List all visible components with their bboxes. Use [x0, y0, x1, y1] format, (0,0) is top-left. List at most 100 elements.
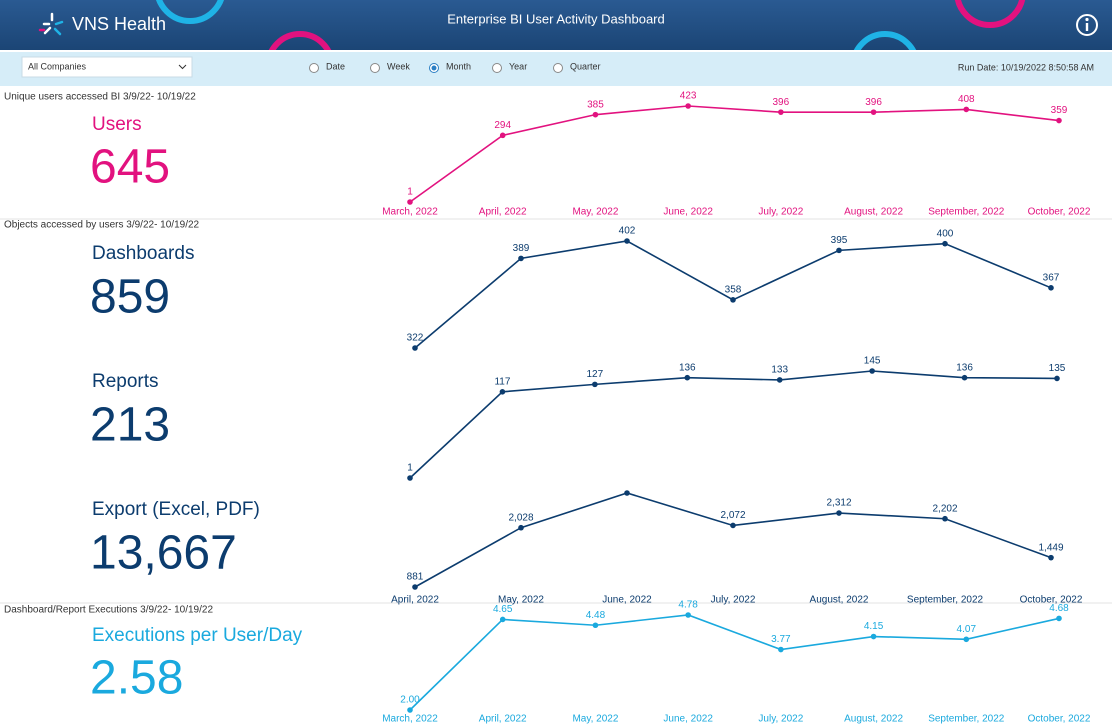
x-tick-label: September, 2022 — [928, 714, 1005, 725]
period-radio[interactable]: Date — [309, 61, 346, 73]
x-tick-label: August, 2022 — [844, 714, 903, 725]
info-button[interactable] — [1076, 14, 1098, 36]
radio-label: Month — [446, 61, 471, 71]
x-tick-label: June, 2022 — [663, 207, 713, 218]
period-radio[interactable]: Year — [492, 61, 528, 73]
point — [730, 297, 736, 303]
line — [409, 614, 1060, 711]
data-label: 133 — [771, 365, 788, 376]
data-label: 4.07 — [957, 624, 977, 635]
data-label: 2,072 — [720, 510, 745, 521]
period-radio[interactable]: Quarter — [553, 61, 601, 73]
x-tick-label: July, 2022 — [758, 714, 803, 725]
decor-ring — [268, 31, 332, 50]
data-label: 423 — [680, 91, 697, 102]
x-tick-label: August, 2022 — [844, 207, 903, 218]
point — [961, 374, 968, 381]
kpi-label: Users — [92, 114, 142, 135]
point — [407, 475, 413, 481]
point — [730, 522, 736, 529]
kpi-value: 645 — [90, 141, 170, 194]
x-tick-label: October, 2022 — [1028, 207, 1091, 218]
decor-ring — [954, 0, 1026, 28]
point — [1056, 615, 1062, 622]
data-label: 367 — [1043, 272, 1060, 283]
point — [942, 515, 948, 522]
point — [1048, 554, 1054, 561]
kpi-value: 213 — [90, 399, 170, 452]
period-radio[interactable]: Week — [370, 61, 411, 73]
x-tick-label: July, 2022 — [758, 207, 803, 218]
period-radio[interactable]: Month — [429, 61, 472, 73]
point — [624, 238, 630, 244]
point — [836, 510, 842, 516]
data-label: 389 — [513, 243, 530, 254]
data-label: 127 — [587, 369, 604, 380]
x-tick-label: March, 2022 — [382, 207, 438, 218]
header-art: VNS Health Enterprise BI User Activity D… — [38, 0, 1098, 50]
kpi-value: 2.58 — [90, 652, 183, 705]
point — [592, 622, 599, 629]
data-label: 2,028 — [508, 512, 533, 523]
decor-ring — [853, 31, 917, 50]
data-label: 4.65 — [493, 604, 513, 615]
point — [1048, 285, 1054, 291]
radio-circle — [370, 63, 380, 73]
run-date: Run Date: 10/19/2022 8:50:58 AM — [958, 62, 1094, 72]
radio-label: Week — [387, 61, 410, 71]
x-tick-label: September, 2022 — [907, 595, 984, 606]
kpi-label: Dashboards — [92, 243, 194, 264]
point — [412, 345, 418, 351]
point — [499, 132, 506, 139]
section-caption: Objects accessed by users 3/9/22- 10/19/… — [4, 220, 200, 231]
point — [1056, 117, 1062, 124]
kpi-label: Export (Excel, PDF) — [92, 499, 260, 520]
data-label: 136 — [679, 362, 696, 373]
point — [624, 490, 630, 496]
point — [499, 389, 506, 395]
point — [963, 636, 970, 643]
radio-dot — [431, 65, 437, 71]
x-tick-label: April, 2022 — [391, 595, 439, 606]
x-tick-label: July, 2022 — [711, 595, 756, 606]
line — [409, 370, 1058, 479]
point — [870, 109, 877, 115]
radio-label: Quarter — [570, 61, 601, 71]
point — [592, 111, 599, 118]
data-label: 1,449 — [1038, 542, 1063, 553]
data-label: 4.48 — [586, 610, 606, 621]
radio-circle — [553, 63, 563, 73]
point — [869, 368, 875, 374]
point — [776, 377, 783, 383]
x-tick-label: August, 2022 — [810, 595, 869, 606]
x-tick-label: April, 2022 — [479, 207, 527, 218]
point — [518, 255, 524, 262]
company-dropdown[interactable]: All Companies — [21, 56, 193, 78]
x-tick-label: March, 2022 — [382, 714, 438, 725]
radio-circle — [492, 63, 502, 73]
data-label: 402 — [619, 226, 636, 237]
point — [518, 524, 524, 531]
data-label: 396 — [773, 97, 790, 108]
dropdown-caret — [178, 64, 187, 70]
data-label: 400 — [937, 228, 954, 239]
data-label: 881 — [407, 572, 424, 583]
kpi-label: Executions per User/Day — [92, 625, 303, 646]
data-label: 294 — [494, 120, 511, 131]
point — [592, 381, 598, 388]
point — [963, 106, 970, 113]
point — [407, 199, 413, 205]
data-label: 2.00 — [400, 695, 420, 706]
point — [870, 633, 877, 640]
data-label: 408 — [958, 94, 975, 105]
section-caption: Dashboard/Report Executions 3/9/22- 10/1… — [4, 605, 213, 616]
data-label: 145 — [864, 356, 881, 367]
x-tick-label: May, 2022 — [572, 207, 618, 218]
dropdown-box — [21, 56, 193, 78]
x-tick-label: September, 2022 — [928, 207, 1005, 218]
kpi-value: 13,667 — [90, 527, 237, 580]
point — [942, 240, 948, 247]
data-label: 359 — [1051, 105, 1068, 116]
logo-mark — [38, 12, 64, 36]
data-label: 117 — [494, 376, 510, 387]
